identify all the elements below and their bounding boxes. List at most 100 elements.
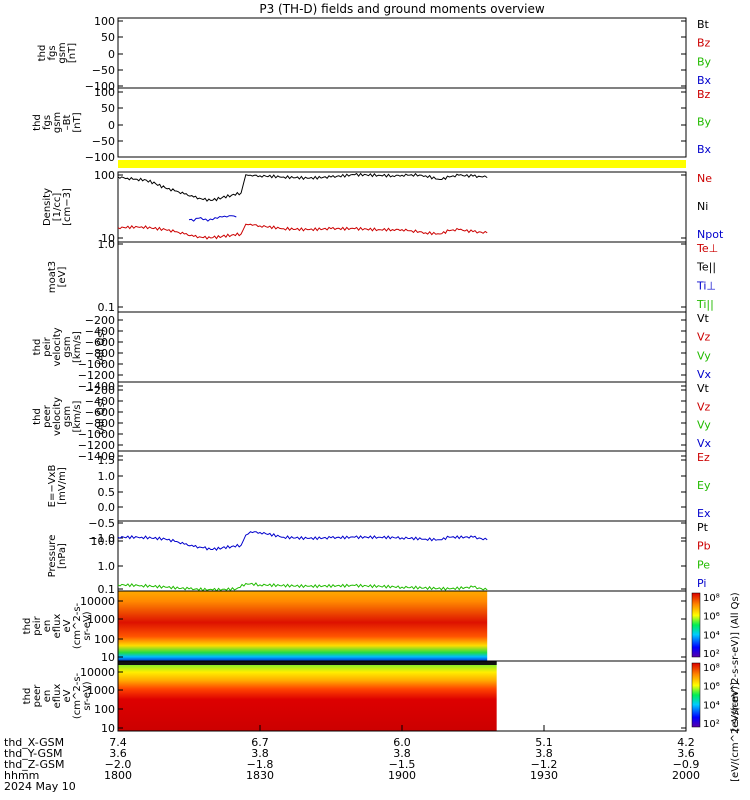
legend-entry: Vt [697,382,710,395]
legend-entry: Ti⊥ [696,279,716,292]
legend-entry: Ti|| [696,298,714,311]
panel-frame [117,17,687,89]
y-axis-label: thd [22,688,33,705]
y-axis-label: gsm [57,42,68,63]
colorbar-tick: 10⁶ [703,612,720,623]
y-tick-label: −800 [85,417,115,430]
spectrogram-fill [118,661,497,731]
y-tick-label: −800 [85,347,115,360]
y-axis-label: eV [62,619,73,632]
y-axis-label: Pressure [47,535,58,578]
legend-entry: Ez [697,451,710,464]
series-npot [188,215,237,222]
x-axis-row-label: thd_Z-GSM [4,758,64,771]
y-tick-label: −0.5 [88,517,115,530]
y-tick-label: 0 [108,48,115,61]
x-tick-gsm-y: 3.8 [535,747,553,760]
panel-density: 100 10 Density [1/cc] [cm−3] Ne Ni Npot [42,169,724,245]
colorbar-tick: 10² [703,649,720,660]
y-tick-label: −50 [92,135,115,148]
y-tick-label: 10000 [80,666,115,679]
colorbar-tick: 10⁸ [703,663,720,674]
y-tick-label: 0.1 [98,583,116,596]
y-axis-label: [nPa] [57,543,68,569]
legend-entry: By [697,116,712,129]
y-tick-label: −1.0 [88,532,115,545]
y-tick-label: −200 [85,314,115,327]
y-axis-label: [mV/m] [57,467,68,505]
legend-entry: Bx [697,74,712,87]
colorbar-label: [eV/(cm^2-s-sr-eV)] [730,682,741,782]
y-axis-label: [nT] [67,43,78,63]
y-tick-label: −1200 [78,369,115,382]
colorbar-label: [eV/(cm^2-s-sr-eV)] (All Qs) [730,592,741,731]
spectrogram-fill [118,591,488,661]
panel-frame [117,520,687,592]
y-axis-label: [1/cc] [52,193,63,222]
y-tick-label: 1000 [87,684,115,697]
y-axis-label: velocity [52,327,63,366]
quality-flag-bar [118,160,686,168]
y-tick-label: 10 [101,722,115,735]
y-axis-label: sr-eV) [82,611,93,640]
panel-efield: 1.5 1.0 0.5 0.0 −0.5 −1.0 E=−VxB [mV/m] Ez Ey Ex [47,450,711,545]
y-axis-label: [nT] [72,112,83,132]
y-tick-label: −50 [92,64,115,77]
x-tick-gsm-z: −1.2 [531,758,558,771]
y-tick-label: 100 [94,703,115,716]
x-tick-gsm-x: 6.0 [393,736,411,749]
legend-entry: By [697,55,712,68]
panel-fgs-clipped: 100 50 0 −50 −100 thd fgs gsm –Bt [nT] Bz By Bx [32,86,712,164]
x-tick-hhmm: 1800 [104,769,132,782]
legend-entry: Npot [697,228,724,241]
legend-entry: Te⊥ [696,242,718,255]
x-tick-gsm-z: −2.0 [105,758,132,771]
legend-entry: Bx [697,143,712,156]
legend-entry: Vx [697,368,712,381]
x-tick-hhmm: 1830 [246,769,274,782]
y-tick-label: 0.1 [98,301,116,314]
y-tick-label: −1000 [78,428,115,441]
legend-entry: Ne [697,172,712,185]
legend-entry: Vy [697,349,711,362]
panel-frame [117,241,687,313]
y-tick-label: 50 [101,102,115,115]
y-axis-label: peir [42,336,53,356]
y-tick-label: 0 [108,119,115,132]
y-tick-label: −100 [85,151,115,164]
panel-frame [117,381,687,452]
series-pe [117,582,488,592]
legend-entry: Ey [697,479,711,492]
y-axis-label: eflux [52,614,63,639]
x-tick-gsm-z: −1.5 [389,758,416,771]
y-axis-label: –Bt [62,115,73,131]
y-tick-label: 10.0 [91,535,116,548]
legend-entry: Vz [697,400,711,413]
x-tick-hhmm: 2000 [672,769,700,782]
y-tick-label: 1.0 [98,238,116,251]
x-tick-gsm-x: 6.7 [251,736,269,749]
y-axis-label: gsm [52,112,63,133]
x-tick-gsm-y: 3.6 [109,747,127,760]
y-axis-label: (All Qs) [96,398,107,435]
y-axis-label: en [42,690,53,703]
legend-entry: Vz [697,331,711,344]
y-axis-label: moat3 [47,261,58,293]
y-tick-label: −1400 [78,380,115,393]
legend-entry: Ex [697,507,711,520]
legend-entry: Vy [697,419,711,432]
series-ni [117,172,488,202]
colorbar [691,662,701,728]
y-axis-label: sr-eV) [82,681,93,710]
colorbar-tick: 10⁸ [703,593,720,604]
colorbar-tick: 10² [703,719,720,730]
y-tick-label: 50 [101,31,115,44]
y-tick-label: −100 [85,80,115,93]
panel-frame [117,87,687,158]
y-axis-label: peir [32,615,43,635]
y-tick-label: 0.0 [98,501,116,514]
panel-frame [117,450,687,522]
y-axis-label: velocity [52,397,63,436]
y-axis-label: fgs [42,115,53,130]
